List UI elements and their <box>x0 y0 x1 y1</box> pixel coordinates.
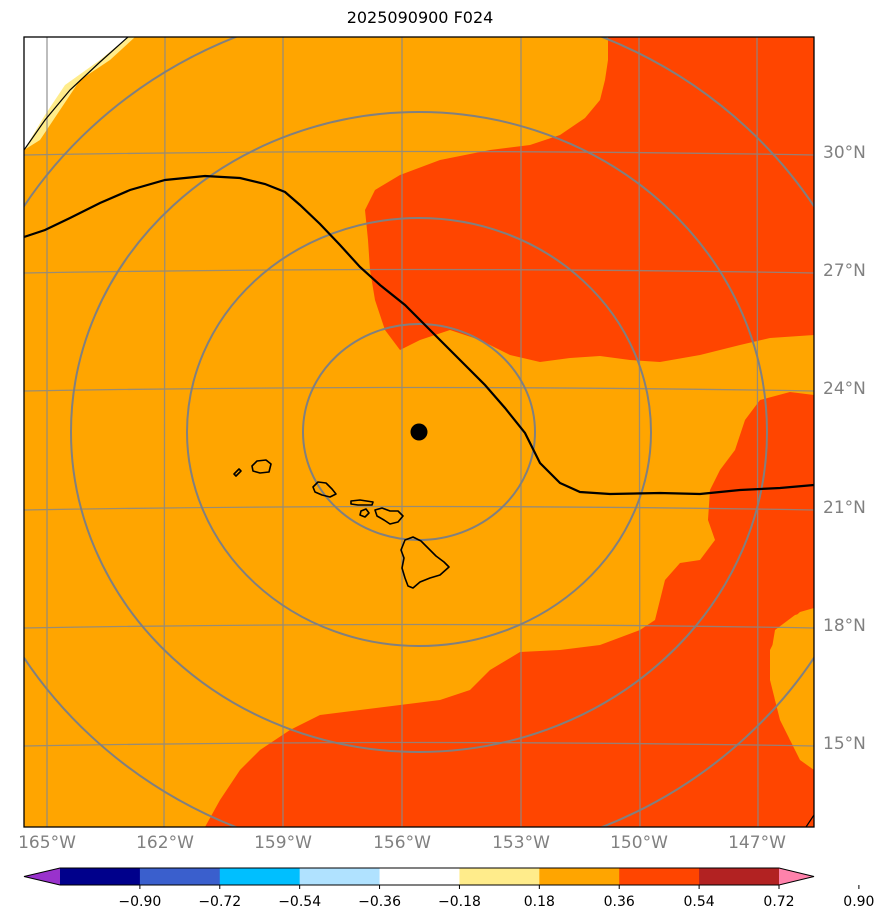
lon-label: 156°W <box>373 833 431 853</box>
colorbar-segment <box>459 868 540 885</box>
graticule <box>24 37 814 827</box>
range-ring-2 <box>186 217 652 647</box>
colorbar-segment <box>299 868 381 885</box>
hawaiian-islands <box>233 459 450 589</box>
island-hawaii <box>400 536 450 589</box>
colorbar-segment <box>379 868 460 885</box>
colorbar-tick-label: 0.36 <box>603 894 635 910</box>
island-kauai <box>251 459 272 474</box>
colorbar-tick-label: −0.36 <box>358 894 401 910</box>
map-canvas <box>23 36 815 828</box>
colorbar-tick-label: −0.18 <box>437 894 481 910</box>
coastline-northwest <box>24 37 129 151</box>
lat-label: 30°N <box>823 143 866 163</box>
contour-line <box>24 174 814 496</box>
colorbar <box>23 867 860 889</box>
island-lanai <box>359 508 370 518</box>
range-ring-3 <box>70 111 768 753</box>
lon-label: 162°W <box>136 833 194 853</box>
island-oahu <box>312 481 337 498</box>
colorbar-segment <box>619 868 700 885</box>
colorbar-segment <box>139 868 221 885</box>
colorbar-tick-label: 0.90 <box>843 894 875 910</box>
colorbar-segment <box>699 868 780 885</box>
field-high-south <box>205 392 814 827</box>
lon-label: 153°W <box>492 833 550 853</box>
colorbar-extend-high <box>779 868 814 885</box>
coastline-southeast <box>805 814 814 827</box>
colorbar-segment <box>539 868 620 885</box>
lat-label: 21°N <box>823 498 866 518</box>
field-notch-southeast <box>770 610 814 770</box>
lon-label: 147°W <box>728 833 786 853</box>
colorbar-tick-label: 0.54 <box>683 894 715 910</box>
lat-label: 27°N <box>823 261 866 281</box>
field-gap-corner <box>24 37 128 150</box>
colorbar-segment <box>219 868 301 885</box>
colorbar-tick-label: −0.90 <box>118 894 162 910</box>
lon-label: 150°W <box>610 833 668 853</box>
colorbar-outline <box>23 867 815 886</box>
colorbar-tick-label: −0.72 <box>198 894 242 910</box>
field-high-northeast <box>365 37 814 362</box>
map-frame <box>23 36 815 828</box>
island-molokai <box>350 499 374 506</box>
lon-label: 165°W <box>18 833 76 853</box>
colorbar-tick-label: −0.54 <box>278 894 322 910</box>
lon-label: 159°W <box>254 833 312 853</box>
lat-label: 24°N <box>823 379 866 399</box>
colorbar-tick-label: 0.72 <box>763 894 795 910</box>
colorbar-extend-low <box>24 868 60 885</box>
island-maui <box>374 507 404 525</box>
storm-center-marker <box>410 423 428 441</box>
island-niihau <box>233 468 242 477</box>
lat-label: 18°N <box>823 616 866 636</box>
map-title: 2025090900 F024 <box>346 8 494 27</box>
colorbar-tick-label: 0.18 <box>523 894 555 910</box>
lat-label: 15°N <box>823 734 866 754</box>
colorbar-segment <box>60 868 141 885</box>
